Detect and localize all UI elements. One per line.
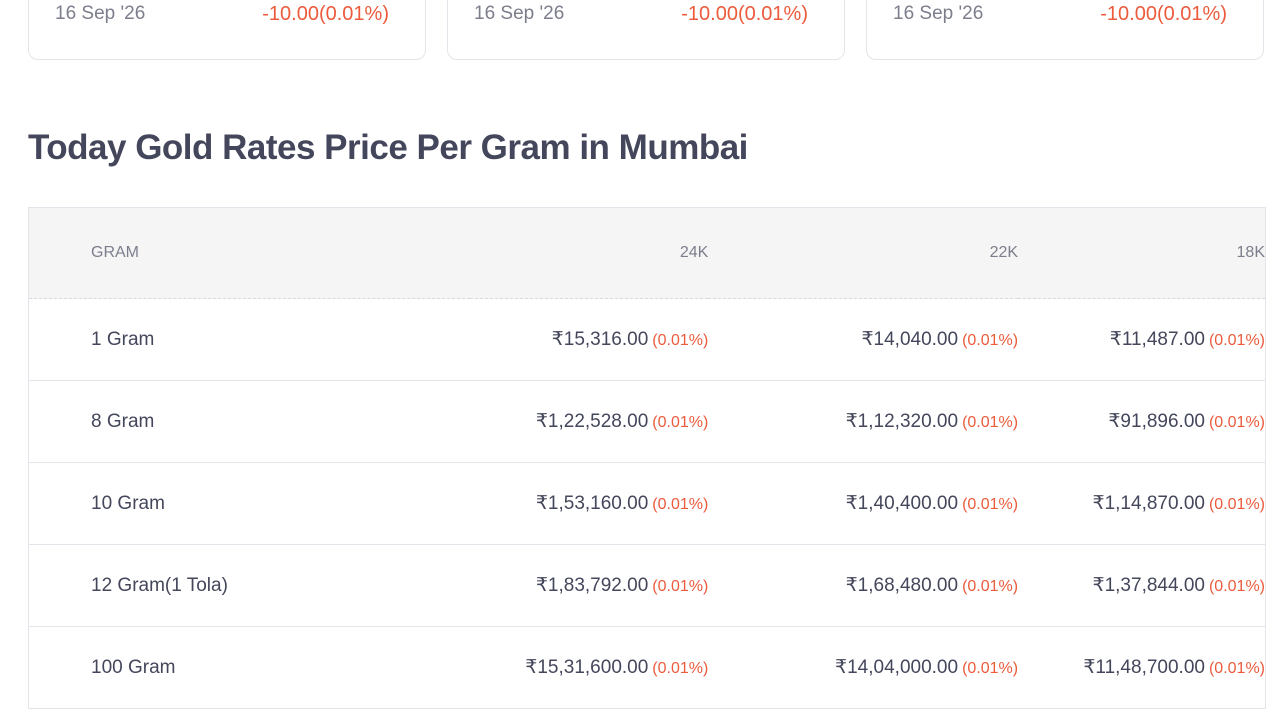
price-18k: ₹11,48,700.00 (0.01%) (1018, 627, 1265, 709)
change-percent: (0.01%) (962, 332, 1019, 349)
change-percent: (0.01%) (652, 578, 709, 595)
row-label: 100 Gram (91, 656, 176, 678)
change-percent: (0.01%) (1208, 414, 1265, 431)
price-value: ₹11,487.00 (1109, 329, 1205, 350)
card-date: 16 Sep '26 (893, 3, 984, 24)
table-row: 10 Gram ₹1,53,160.00 (0.01%) ₹1,40,400.00… (28, 462, 1266, 545)
price-24k: ₹15,31,600.00 (0.01%) (470, 627, 708, 709)
price-18k: ₹1,37,844.00 (0.01%) (1018, 544, 1266, 627)
table-row: 12 Gram(1 Tola) ₹1,83,792.00 (0.01%) ₹1,6… (28, 544, 1266, 627)
card-change: -10.00(0.01%) (262, 3, 389, 25)
change-percent: (0.01%) (1208, 660, 1265, 677)
price-value: ₹15,316.00 (551, 329, 649, 350)
change-percent: (0.01%) (652, 332, 709, 349)
price-22k: ₹1,68,480.00 (0.01%) (708, 544, 1019, 627)
price-24k: ₹1,53,160.00 (0.01%) (470, 462, 709, 545)
row-label: 12 Gram(1 Tola) (28, 544, 471, 627)
table-header-row: GRAM 24K 22K 18K (28, 207, 1266, 299)
change-percent: (0.01%) (962, 578, 1019, 595)
change-percent: (0.01%) (1208, 496, 1265, 513)
row-label: 1 Gram (28, 298, 471, 381)
price-22k: ₹1,40,400.00 (0.01%) (708, 462, 1019, 545)
card-date: 16 Sep '26 (474, 3, 565, 24)
price-value: ₹1,68,480.00 (845, 575, 959, 596)
price-18k: ₹11,487.00 (0.01%) (1018, 298, 1266, 381)
change-percent: (0.01%) (652, 414, 709, 431)
price-value: ₹1,40,400.00 (845, 493, 959, 514)
change-percent: (0.01%) (1208, 578, 1265, 595)
change-percent: (0.01%) (962, 414, 1019, 431)
price-value: ₹11,48,700.00 (1083, 657, 1205, 678)
header-22k: 22K (708, 207, 1019, 299)
gold-rates-table: GRAM 24K 22K 18K 1 Gram ₹15,316.00 (0.01%… (28, 207, 1266, 709)
price-value: ₹1,83,792.00 (535, 575, 649, 596)
rate-card-22k[interactable]: 16 Sep '26 -10.00(0.01%) (447, 0, 845, 60)
price-22k: ₹14,04,000.00 (0.01%) (708, 627, 1018, 709)
row-label: 8 Gram (28, 380, 471, 463)
price-value: ₹1,12,320.00 (845, 411, 959, 432)
price-22k: ₹14,040.00 (0.01%) (708, 298, 1019, 381)
price-24k: ₹1,22,528.00 (0.01%) (470, 380, 709, 463)
price-24k: ₹1,83,792.00 (0.01%) (470, 544, 709, 627)
page-title: Today Gold Rates Price Per Gram in Mumba… (28, 128, 748, 167)
price-value: ₹1,22,528.00 (535, 411, 649, 432)
price-value: ₹14,04,000.00 (835, 657, 959, 678)
price-22k: ₹1,12,320.00 (0.01%) (708, 380, 1019, 463)
rate-card-18k[interactable]: 16 Sep '26 -10.00(0.01%) (866, 0, 1264, 60)
card-date: 16 Sep '26 (55, 3, 146, 24)
rate-card-24k[interactable]: 16 Sep '26 -10.00(0.01%) (28, 0, 426, 60)
table-row: 100 Gram ₹15,31,600.00 (0.01%) ₹14,04,000… (29, 627, 1266, 709)
header-gram: GRAM (28, 207, 471, 299)
table-row: 8 Gram ₹1,22,528.00 (0.01%) ₹1,12,320.00(… (28, 380, 1266, 463)
price-value: ₹14,040.00 (861, 329, 959, 350)
table-row: 1 Gram ₹15,316.00 (0.01%) ₹14,040.00 (0.01… (28, 298, 1266, 381)
price-value: ₹1,37,844.00 (1092, 575, 1205, 596)
change-percent: (0.01%) (962, 496, 1019, 513)
price-value: ₹1,53,160.00 (535, 493, 649, 514)
header-24k: 24K (470, 207, 709, 299)
price-18k: ₹91,896.00 (0.01%) (1018, 380, 1266, 463)
row-label: 10 Gram (28, 462, 471, 545)
change-percent: (0.01%) (962, 660, 1019, 677)
price-value: ₹1,14,870.00 (1092, 493, 1205, 514)
change-percent: (0.01%) (1208, 332, 1265, 349)
price-18k: ₹1,14,870.00 (0.01%) (1018, 462, 1266, 545)
card-change: -10.00(0.01%) (1100, 3, 1227, 25)
card-change: -10.00(0.01%) (681, 3, 808, 25)
price-value: ₹15,31,600.00 (525, 657, 649, 678)
price-value: ₹91,896.00 (1108, 411, 1205, 432)
header-18k: 18K (1018, 207, 1266, 299)
price-24k: ₹15,316.00 (0.01%) (470, 298, 709, 381)
change-percent: (0.01%) (652, 660, 709, 677)
change-percent: (0.01%) (652, 496, 709, 513)
